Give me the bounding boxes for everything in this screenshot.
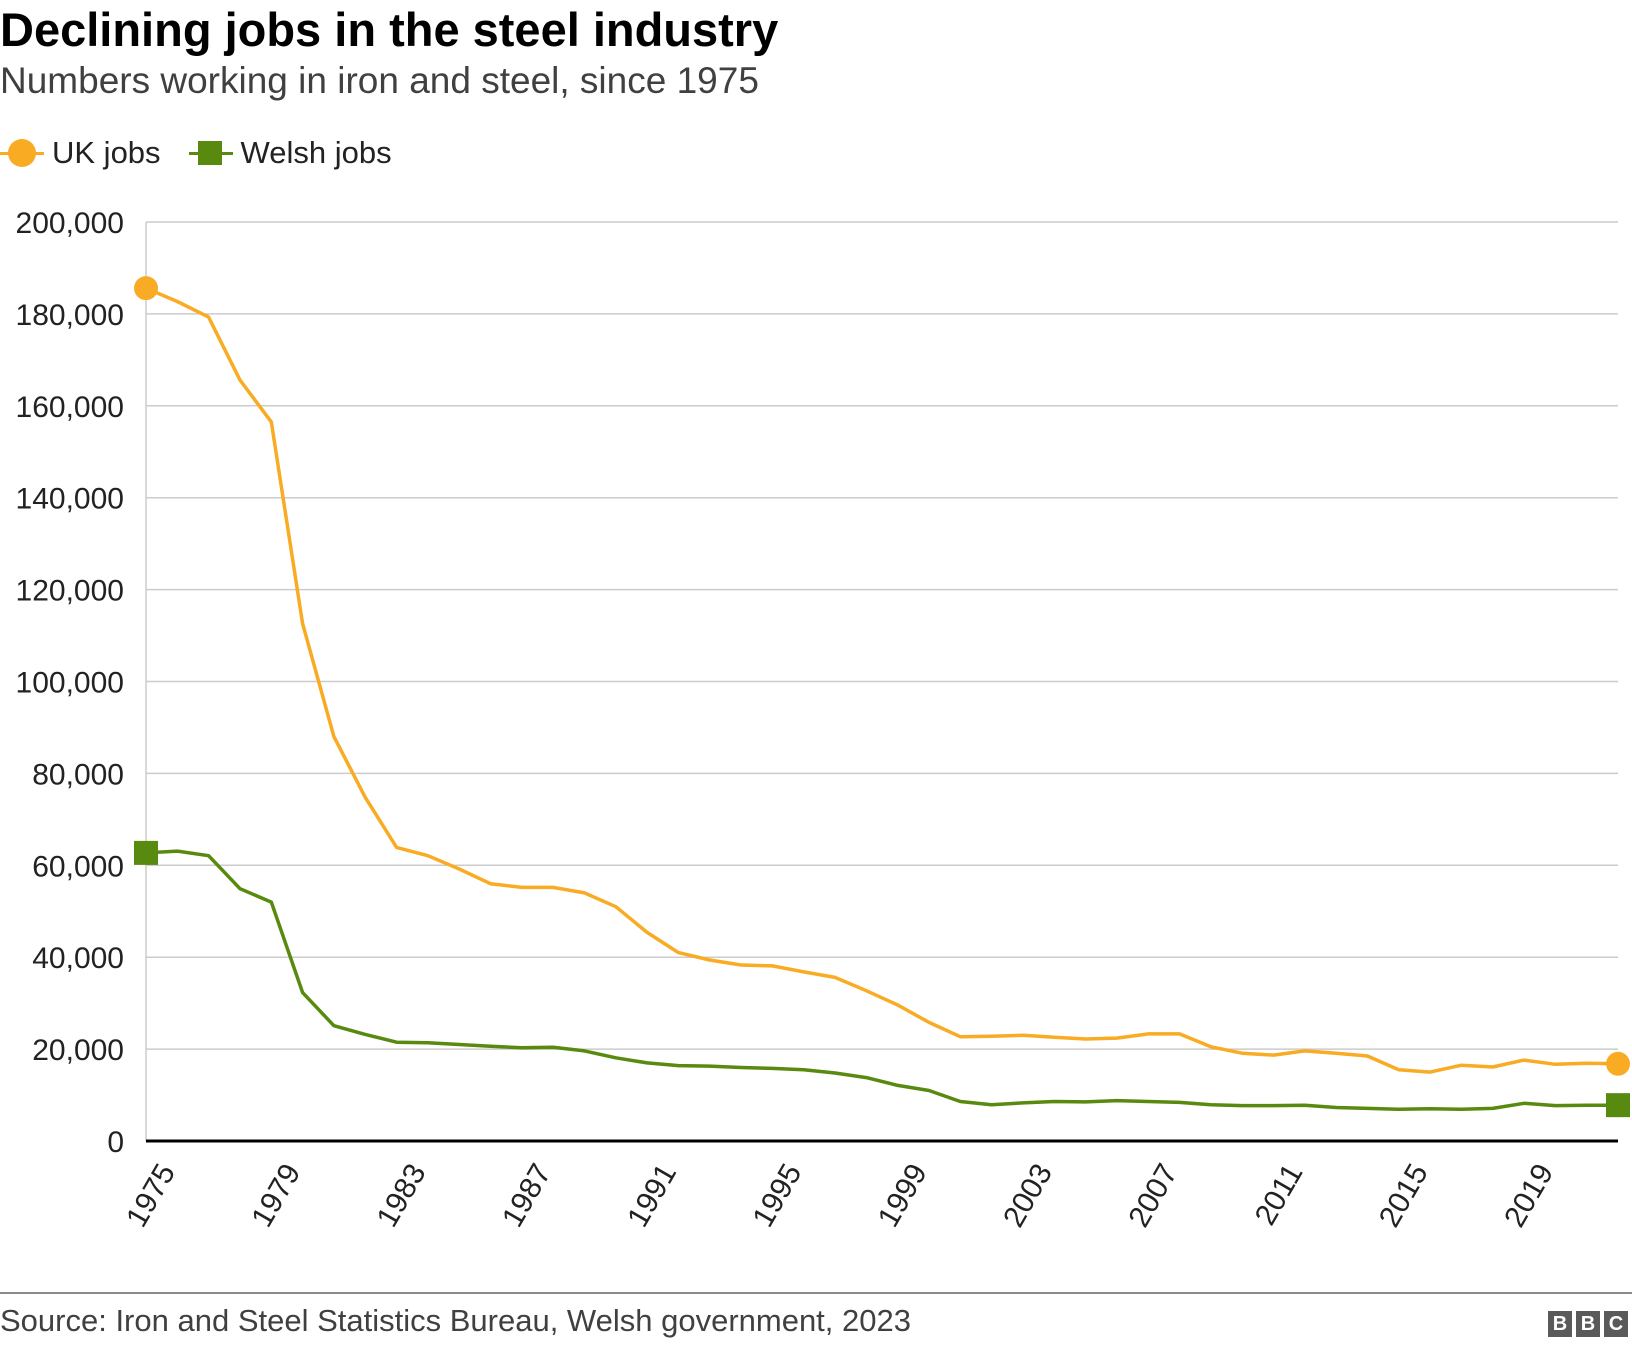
gridlines xyxy=(145,221,1618,1141)
x-tick-label: 2003 xyxy=(997,1158,1059,1232)
y-tick-label: 80,000 xyxy=(32,758,124,791)
uk-jobs-line xyxy=(144,286,1620,1074)
welsh-marker-start xyxy=(134,840,158,865)
bbc-logo-letter-3: C xyxy=(1604,1311,1628,1337)
uk-marker-start xyxy=(134,276,158,301)
legend: UK jobs Welsh jobs xyxy=(0,135,420,171)
x-tick-label: 2015 xyxy=(1373,1158,1435,1232)
y-tick-label: 60,000 xyxy=(32,850,124,883)
welsh-marker-end xyxy=(1606,1093,1630,1118)
y-tick-label: 0 xyxy=(107,1126,124,1159)
legend-item-uk: UK jobs xyxy=(0,135,161,171)
x-tick-label: 1999 xyxy=(872,1158,934,1232)
x-tick-label: 2011 xyxy=(1249,1158,1310,1230)
y-tick-label: 140,000 xyxy=(16,483,124,516)
y-axis-labels: 0 20,000 40,000 60,000 80,000 100,000 120,000 1… xyxy=(16,207,124,1159)
y-tick-label: 20,000 xyxy=(32,1034,124,1067)
x-tick-label: 1991 xyxy=(621,1158,683,1232)
x-tick-label: 1983 xyxy=(371,1158,433,1232)
x-tick-label: 1995 xyxy=(747,1158,809,1232)
source-note: Source: Iron and Steel Statistics Bureau… xyxy=(0,1303,911,1338)
x-axis-labels: 1975 1979 1983 1987 1991 1995 1999 2003 2007 2011… xyxy=(120,1158,1560,1232)
x-tick-label: 1975 xyxy=(120,1158,182,1232)
chart-title: Declining jobs in the steel industry xyxy=(0,3,779,56)
legend-label-uk: UK jobs xyxy=(52,135,161,170)
x-tick-label: 1987 xyxy=(496,1158,558,1232)
x-tick-label: 2019 xyxy=(1498,1158,1560,1232)
y-tick-label: 120,000 xyxy=(16,575,124,608)
x-tick-label: 2007 xyxy=(1122,1158,1184,1232)
y-tick-label: 200,000 xyxy=(16,207,124,240)
welsh-jobs-line xyxy=(144,849,1620,1112)
chart-subtitle: Numbers working in iron and steel, since… xyxy=(0,60,759,101)
welsh-legend-marker xyxy=(188,138,233,168)
y-tick-label: 160,000 xyxy=(16,391,124,424)
footer-divider xyxy=(0,1292,1632,1294)
uk-marker-end xyxy=(1606,1051,1630,1076)
bbc-logo: B B C xyxy=(1544,1311,1628,1337)
y-tick-label: 180,000 xyxy=(16,299,124,332)
line-chart: 0 20,000 40,000 60,000 80,000 100,000 120,000 1… xyxy=(16,207,1630,1233)
bbc-logo-letter-2: B xyxy=(1576,1311,1600,1337)
x-tick-label: 1979 xyxy=(245,1158,307,1232)
y-tick-label: 40,000 xyxy=(32,942,124,975)
legend-item-welsh: Welsh jobs xyxy=(188,135,392,171)
legend-label-welsh: Welsh jobs xyxy=(240,135,392,170)
uk-legend-marker xyxy=(0,138,44,168)
bbc-logo-letter-1: B xyxy=(1548,1311,1572,1337)
series xyxy=(134,276,1630,1118)
y-tick-label: 100,000 xyxy=(16,667,124,700)
